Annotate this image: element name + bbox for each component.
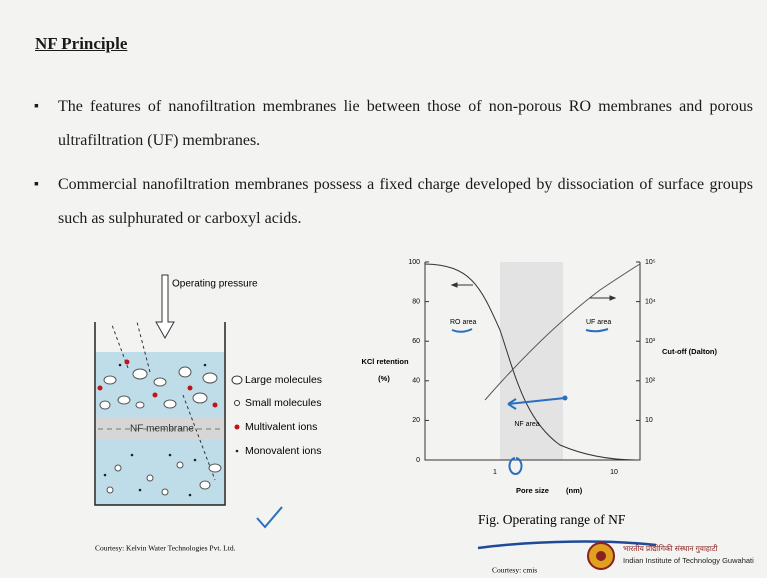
y2-tick-label: 10²: [645, 378, 656, 385]
courtesy: Courtesy: Kelvin Water Technologies Pvt.…: [95, 544, 236, 553]
legend-symbol: [236, 450, 239, 453]
pen-dot: [563, 396, 568, 401]
x-label: Pore size: [516, 486, 549, 495]
y2-tick-label: 10⁴: [645, 298, 656, 305]
y2-tick-label: 10⁵: [645, 259, 656, 266]
y-unit: (%): [378, 374, 390, 383]
figure-caption: Fig. Operating range of NF: [478, 512, 626, 527]
membrane-label: NF membrane: [130, 424, 194, 435]
y-tick-label: 80: [412, 298, 420, 305]
region-label: RO area: [450, 319, 477, 326]
legend-symbol: [232, 376, 242, 384]
y2-tick-label: 10³: [645, 338, 656, 345]
y-label: KCl retention: [361, 357, 409, 366]
x-unit: (nm): [566, 486, 583, 495]
region-label: UF area: [586, 319, 611, 326]
legend-label: Monovalent ions: [245, 445, 321, 457]
logo-center: [596, 551, 606, 561]
y-ticks: 0 20 40 60 80 100: [408, 259, 429, 464]
institute-name: Indian Institute of Technology Guwahati: [623, 556, 754, 565]
slide: NF Principle The features of nanofiltrat…: [0, 0, 767, 578]
pen-check: [257, 507, 282, 527]
y2-ticks: 10 10² 10³ 10⁴ 10⁵: [636, 259, 656, 424]
y-tick-label: 40: [412, 378, 420, 385]
legend-symbol: [235, 401, 240, 406]
legend-label: Large molecules: [245, 374, 322, 386]
region-label: NF area: [514, 421, 539, 428]
legend-label: Multivalent ions: [245, 421, 317, 433]
figures: Operating pressure NF membrane Large mol…: [0, 0, 767, 578]
y-tick-label: 60: [412, 338, 420, 345]
nf-region: [500, 262, 563, 460]
institute-hindi: भारतीय प्रौद्योगिकी संस्थान गुवाहाटी: [623, 544, 719, 554]
legend-label: Small molecules: [245, 397, 321, 409]
y2-tick-label: 10: [645, 417, 653, 424]
membrane-diagram: Operating pressure NF membrane Large mol…: [95, 275, 322, 553]
operating-range-figure: 0 20 40 60 80 100 10 10² 10³ 10⁴ 10⁵ 1 10 KCl ret…: [361, 259, 717, 575]
institute-footer: भारतीय प्रौद्योगिकी संस्थान गुवाहाटी Ind…: [588, 543, 754, 569]
y-tick-label: 20: [412, 417, 420, 424]
x-tick-label: 1: [493, 469, 497, 476]
x-tick-label: 10: [610, 469, 618, 476]
courtesy: Courtesy: cmis: [492, 566, 537, 575]
y-tick-label: 100: [408, 259, 420, 266]
pressure-label: Operating pressure: [172, 279, 258, 290]
y2-label: Cut-off (Dalton): [662, 347, 717, 356]
y-tick-label: 0: [416, 457, 420, 464]
legend-symbol: [235, 425, 240, 430]
